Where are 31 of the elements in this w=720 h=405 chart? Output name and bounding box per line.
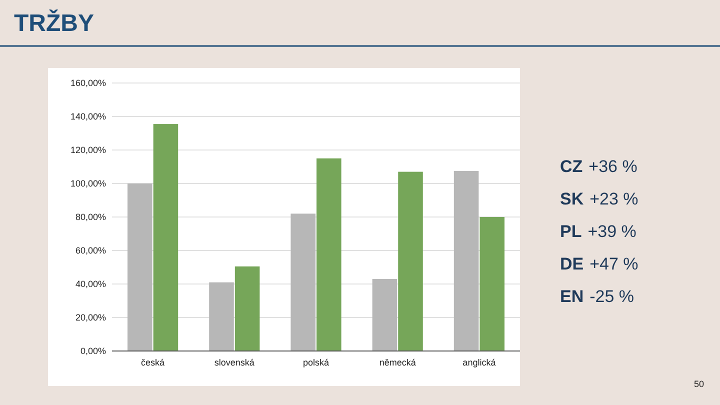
y-tick-label: 140,00% bbox=[70, 111, 106, 122]
y-tick-label: 20,00% bbox=[75, 312, 106, 322]
bar bbox=[372, 278, 398, 351]
chart-title: TRŽBY bbox=[14, 9, 94, 37]
x-tick-label: německá bbox=[379, 357, 416, 368]
bar bbox=[209, 282, 234, 351]
bar bbox=[480, 217, 504, 351]
x-tick-label: slovenská bbox=[214, 357, 254, 368]
bar bbox=[398, 172, 423, 351]
x-tick-label: anglická bbox=[462, 357, 496, 368]
text: EN -25 % bbox=[560, 287, 634, 306]
y-tick-label: 60,00% bbox=[75, 245, 106, 256]
y-tick-label: 0,00% bbox=[80, 346, 106, 356]
bar bbox=[128, 184, 152, 351]
y-tick-label: 120,00% bbox=[70, 144, 106, 155]
text: CZ +36 % bbox=[560, 157, 638, 176]
y-tick-label: 80,00% bbox=[75, 212, 106, 222]
y-tick-label: 100,00% bbox=[70, 178, 106, 188]
y-tick-label: 160,00% bbox=[70, 78, 106, 88]
x-tick-label: polská bbox=[302, 357, 330, 368]
bar bbox=[290, 214, 316, 351]
x-tick-label: česká bbox=[141, 357, 165, 368]
bar bbox=[316, 158, 342, 351]
text: SK +23 % bbox=[560, 190, 638, 208]
text: PL +39 % bbox=[560, 222, 636, 241]
bar bbox=[234, 266, 260, 351]
bar bbox=[454, 170, 479, 351]
text: DE +47 % bbox=[560, 254, 638, 274]
bar bbox=[153, 124, 178, 351]
text: 50 bbox=[694, 379, 704, 389]
y-tick-label: 40,00% bbox=[75, 278, 106, 289]
